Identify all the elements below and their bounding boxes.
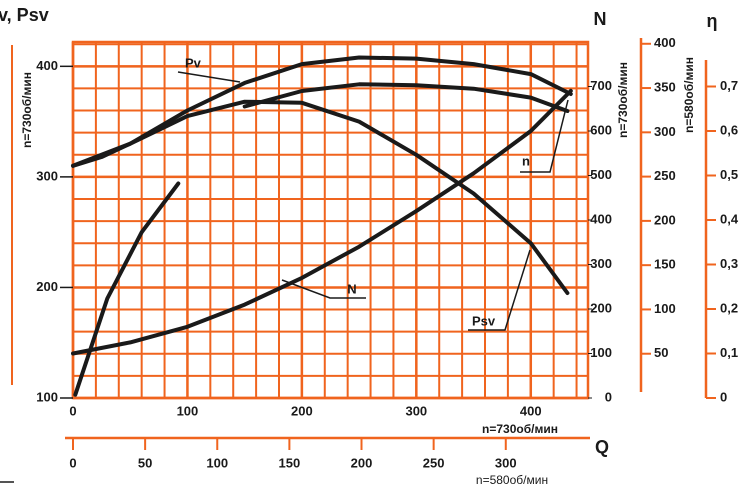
- y4-tick-label: 0,2: [720, 300, 738, 315]
- y-speed-label: n=730об/мин: [20, 72, 34, 148]
- y4-tick-label: 0,1: [720, 345, 738, 360]
- y4-tick-label: 0,6: [720, 122, 738, 137]
- leader-n-eff: [520, 99, 569, 173]
- leader-psv: [468, 249, 531, 331]
- x2-speed-label: n=580об/мин: [476, 473, 548, 485]
- curve: [242, 82, 570, 113]
- y2-tick-label: 700: [590, 78, 612, 93]
- y2-tick-label: 400: [590, 211, 612, 226]
- x2-tick-label: 200: [351, 455, 373, 470]
- y4-speed-label: n=580об/мин: [682, 57, 696, 133]
- y2-tick-label: 100: [590, 345, 612, 360]
- curve-label: n: [522, 153, 530, 168]
- y2-axis-title: N: [594, 9, 607, 29]
- y2-tick-label: 500: [590, 167, 612, 182]
- curve-label: Pv: [185, 55, 202, 70]
- y4-tick-label: 0: [720, 389, 727, 404]
- x-tick-label: 400: [520, 403, 542, 418]
- y2-tick-label: 600: [590, 122, 612, 137]
- curve: [71, 88, 573, 356]
- x-tick-label: 300: [405, 403, 427, 418]
- x-tick-label: 0: [69, 403, 76, 418]
- y2-tick-label: 200: [590, 300, 612, 315]
- curve-label: Psv: [472, 313, 496, 328]
- leader-pv: [177, 71, 241, 83]
- leaders: [177, 71, 569, 331]
- x-tick-label: 100: [177, 403, 199, 418]
- x2-tick-label: 250: [423, 455, 445, 470]
- curve: [73, 181, 181, 397]
- y-tick-label: 200: [36, 279, 58, 294]
- y3-tick-label: 200: [654, 212, 676, 227]
- y2-tick-label: 300: [590, 256, 612, 271]
- x2-tick-label: 150: [279, 455, 301, 470]
- y2-tick-label: 0: [605, 389, 612, 404]
- curve-label: N: [347, 281, 356, 296]
- x-tick-label: 200: [291, 403, 313, 418]
- x2-tick-label: 50: [138, 455, 152, 470]
- y3-speed-label: n=730об/мин: [616, 62, 630, 138]
- y3-tick-label: 400: [654, 35, 676, 50]
- y3-tick-label: 100: [654, 301, 676, 316]
- y3-tick-label: 150: [654, 257, 676, 272]
- y3-tick-label: 300: [654, 124, 676, 139]
- x-speed-label: n=730об/мин: [482, 422, 558, 436]
- x-axis-title: Q: [595, 437, 609, 457]
- x2-tick-label: 0: [69, 455, 76, 470]
- y4-tick-label: 0,4: [720, 211, 739, 226]
- y4-tick-label: 0,5: [720, 167, 738, 182]
- y3-tick-label: 350: [654, 79, 676, 94]
- x2-tick-label: 100: [206, 455, 228, 470]
- y3-tick-label: 50: [654, 345, 668, 360]
- curve: [71, 99, 570, 295]
- y4-axis-title: η: [707, 11, 718, 31]
- y-tick-label: 300: [36, 168, 58, 183]
- y4-tick-label: 0,3: [720, 256, 738, 271]
- y-axis-title: Pv, Psv: [0, 5, 49, 25]
- y3-tick-label: 250: [654, 168, 676, 183]
- x2-tick-label: 300: [495, 455, 517, 470]
- y-tick-label: 400: [36, 58, 58, 73]
- y4-tick-label: 0,7: [720, 78, 738, 93]
- leader-n-power: [281, 279, 366, 299]
- y-tick-label: 100: [36, 389, 58, 404]
